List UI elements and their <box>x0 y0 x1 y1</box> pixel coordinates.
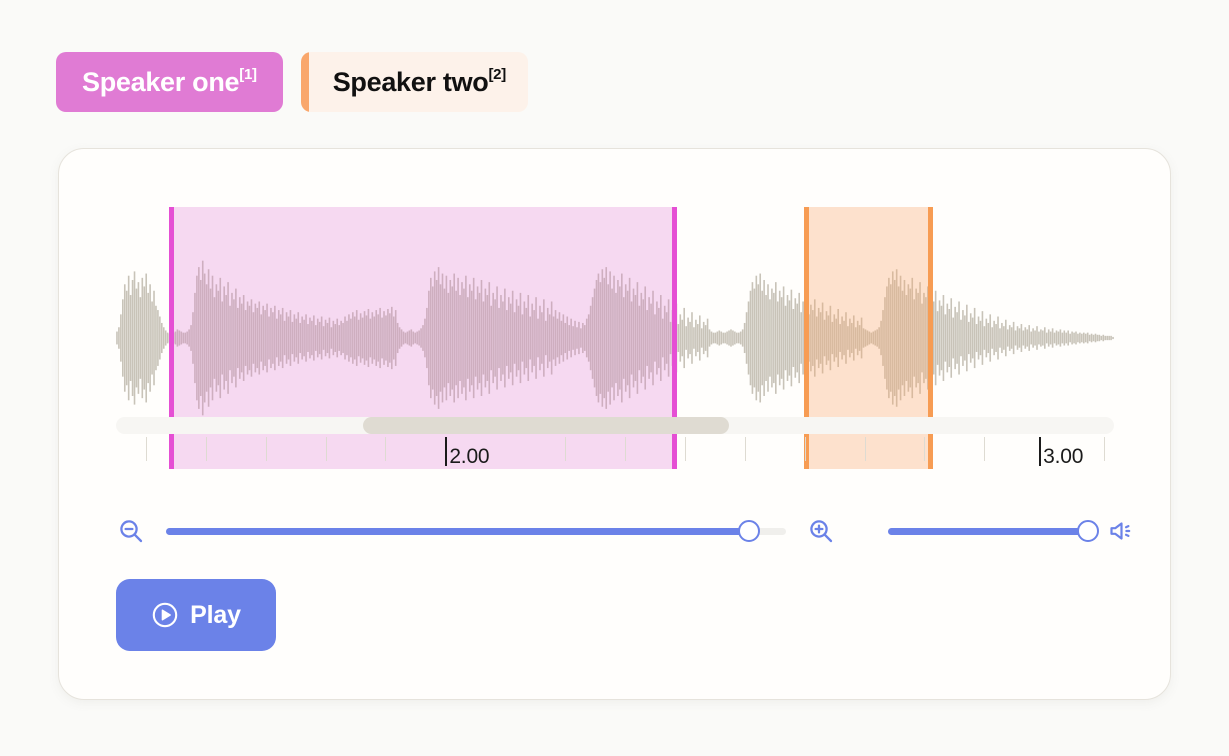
zoom-slider[interactable] <box>166 520 786 542</box>
speaker-tab-one-superscript: [1] <box>239 65 257 83</box>
speaker-tab-two-text: Speaker two <box>332 66 489 97</box>
waveform-area[interactable] <box>116 207 1114 469</box>
timeline-major-label: 2.00 <box>449 445 490 468</box>
timeline-tick <box>205 437 207 461</box>
timeline-major-mark <box>1039 437 1042 466</box>
speaker-tab-one[interactable]: Speaker one[1] <box>56 52 283 112</box>
speaker-tab-two-accent-bar <box>300 52 309 112</box>
timeline-tick <box>565 437 567 461</box>
volume-slider-fill <box>888 527 1088 535</box>
timeline-tick <box>684 437 686 461</box>
timeline-tick <box>145 437 147 461</box>
region-handle-left[interactable] <box>803 207 809 469</box>
playback-control-row <box>116 511 1146 551</box>
audio-editor-card: 2.00 3.00 <box>58 148 1171 700</box>
speaker-tab-two-label: Speaker two[2] <box>309 65 528 97</box>
region-handle-right[interactable] <box>928 207 934 469</box>
timeline-tick <box>385 437 387 461</box>
region-handle-right[interactable] <box>671 207 677 469</box>
volume-slider-thumb[interactable] <box>1077 520 1099 542</box>
timeline-tick <box>924 437 926 461</box>
timeline-major-mark <box>445 437 448 466</box>
timeline-major-tick: 2.00 <box>445 437 490 468</box>
timeline-tick <box>624 437 626 461</box>
speaker-tab-list: Speaker one[1] Speaker two[2] <box>56 52 528 112</box>
play-circle-icon <box>151 601 179 629</box>
speaker-tab-one-label: Speaker one[1] <box>82 65 257 97</box>
waveform-graphic <box>116 260 1114 416</box>
timeline-tick <box>864 437 866 461</box>
zoom-in-icon[interactable] <box>806 516 836 546</box>
timeline-tick <box>1104 437 1106 461</box>
waveform-horizontal-scrollbar[interactable] <box>116 417 1114 434</box>
play-button[interactable]: Play <box>116 579 276 651</box>
timeline-tick <box>804 437 806 461</box>
timeline-major-label: 3.00 <box>1043 445 1084 468</box>
speaker-tab-one-text: Speaker one <box>82 66 240 97</box>
speaker-volume-icon[interactable] <box>1106 516 1136 546</box>
timeline-ruler[interactable]: 2.00 3.00 <box>116 437 1114 483</box>
timeline-tick <box>744 437 746 461</box>
zoom-out-icon[interactable] <box>116 516 146 546</box>
play-button-label: Play <box>190 600 241 629</box>
speaker-tab-two-superscript: [2] <box>488 65 506 83</box>
zoom-slider-thumb[interactable] <box>737 520 760 542</box>
timeline-tick <box>265 437 267 461</box>
region-handle-left[interactable] <box>168 207 174 469</box>
scrollbar-thumb[interactable] <box>362 417 729 434</box>
waveform-canvas[interactable] <box>116 207 1114 469</box>
timeline-major-tick: 3.00 <box>1039 437 1083 467</box>
zoom-slider-fill <box>166 527 749 535</box>
timeline-tick <box>325 437 327 461</box>
timeline-tick <box>984 437 986 461</box>
volume-slider[interactable] <box>888 520 1099 542</box>
speaker-tab-two[interactable]: Speaker two[2] <box>300 52 528 112</box>
